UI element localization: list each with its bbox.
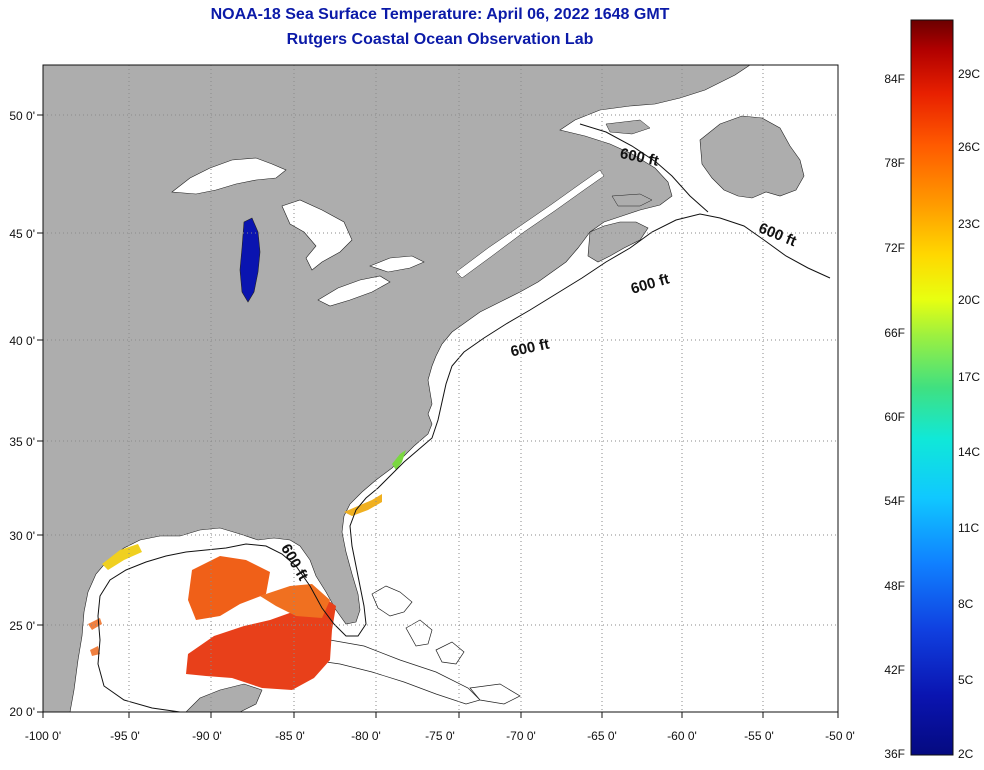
texas-coast-sst — [102, 544, 142, 570]
colorbar-c-label: 11C — [958, 521, 979, 535]
lat-tick-label: 45 0' — [9, 227, 35, 241]
lake-huron — [281, 199, 353, 271]
lat-tick-label: 40 0' — [9, 334, 35, 348]
north-america-land — [43, 65, 751, 712]
island-land — [611, 193, 653, 207]
florida-coast-sst — [344, 494, 382, 516]
lat-tick-label: 30 0' — [9, 529, 35, 543]
lon-tick-label: -75 0' — [425, 729, 455, 743]
gulf-sst-east — [260, 584, 330, 618]
colorbar-c-label: 17C — [958, 370, 980, 384]
colorbar-f-label: 78F — [884, 156, 905, 170]
map-subtitle: Rutgers Coastal Ocean Observation Lab — [286, 31, 594, 48]
colorbar-f-label: 72F — [884, 241, 905, 255]
colorbar-f-label: 42F — [884, 663, 905, 677]
lon-tick-label: -70 0' — [506, 729, 536, 743]
lat-tick-label: 50 0' — [9, 109, 35, 123]
colorbar-f-label: 54F — [884, 494, 905, 508]
lon-tick-label: -100 0' — [25, 729, 61, 743]
caribbean-islands — [299, 585, 521, 705]
colorbar-f-label: 66F — [884, 326, 905, 340]
carolina-coast-sst — [392, 450, 406, 470]
lon-tick-label: -65 0' — [587, 729, 617, 743]
graticule — [43, 65, 838, 712]
gulf-sst-south — [186, 596, 336, 690]
lat-tick-label: 20 0' — [9, 705, 35, 719]
st-lawrence-river — [455, 169, 605, 279]
lake-erie — [317, 275, 391, 307]
lon-tick-label: -55 0' — [744, 729, 774, 743]
colorbar-f-label: 60F — [884, 410, 905, 424]
lake-ontario — [369, 255, 425, 273]
colorbar-c-label: 14C — [958, 445, 980, 459]
depth-contour-gulf-st-lawrence — [579, 123, 709, 213]
colorbar-c-label: 29C — [958, 67, 980, 81]
lon-tick-label: -85 0' — [275, 729, 305, 743]
tick-marks — [37, 114, 839, 718]
lon-tick-label: -50 0' — [825, 729, 855, 743]
map-frame — [42, 64, 839, 713]
newfoundland-land — [699, 115, 805, 199]
gulf-sst-north — [188, 556, 270, 620]
colorbar-c-label: 8C — [958, 597, 974, 611]
lon-tick-label: -95 0' — [110, 729, 140, 743]
colorbar-f-label: 48F — [884, 579, 905, 593]
depth-contour-600ft — [97, 213, 831, 712]
colorbar-f-label: 84F — [884, 72, 905, 86]
colorbar-c-label: 26C — [958, 140, 980, 154]
colorbar-c-label: 2C — [958, 747, 974, 761]
colorbar — [910, 19, 954, 756]
lon-tick-label: -90 0' — [192, 729, 222, 743]
colorbar-c-label: 23C — [958, 217, 980, 231]
lake-michigan — [239, 217, 261, 303]
colorbar-f-label: 36F — [884, 747, 905, 761]
nova-scotia-land — [587, 221, 649, 263]
lon-tick-label: -60 0' — [667, 729, 697, 743]
colorbar-c-label: 20C — [958, 293, 980, 307]
lon-tick-label: -80 0' — [351, 729, 381, 743]
texas-shore-sst — [88, 618, 102, 656]
colorbar-celsius-labels: 29C 26C 23C 20C 17C 14C 11C 8C 5C 2C — [958, 67, 980, 761]
anticosti-land — [605, 119, 651, 135]
colorbar-fahrenheit-labels: 84F 78F 72F 66F 60F 54F 48F 42F 36F — [884, 72, 905, 761]
lat-tick-label: 25 0' — [9, 619, 35, 633]
colorbar-c-label: 5C — [958, 673, 974, 687]
lake-superior — [171, 157, 287, 195]
lat-tick-label: 35 0' — [9, 435, 35, 449]
map-title: NOAA-18 Sea Surface Temperature: April 0… — [210, 6, 670, 23]
yucatan-land — [185, 683, 263, 712]
